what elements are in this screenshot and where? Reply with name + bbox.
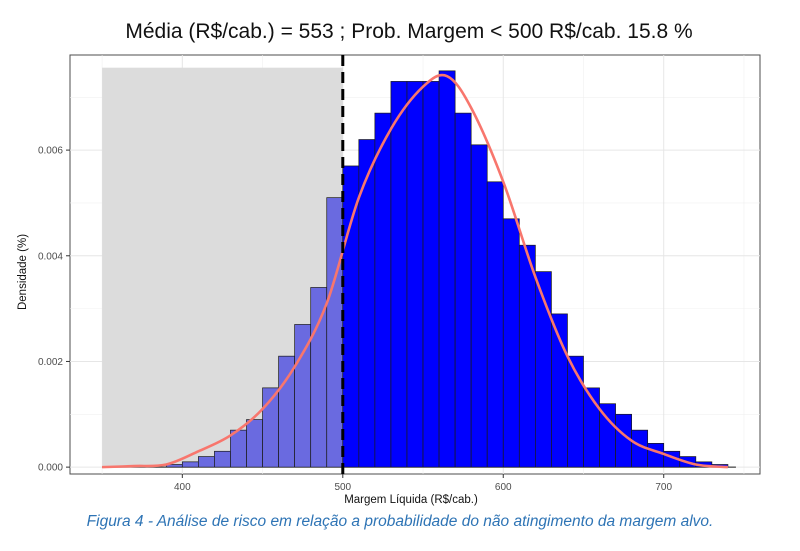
histogram-bar	[342, 165, 360, 468]
histogram-bar	[390, 81, 408, 468]
histogram-bar	[486, 181, 504, 468]
density-curve	[102, 73, 729, 469]
histogram-bar-below-threshold	[246, 419, 263, 468]
x-tick-label: 700	[655, 482, 672, 493]
histogram-bar-below-threshold	[310, 287, 328, 468]
histogram-bar	[470, 144, 488, 468]
chart-title: Média (R$/cab.) = 553 ; Prob. Margem < 5…	[125, 20, 692, 43]
histogram-bar	[406, 81, 424, 468]
histogram-bar	[647, 443, 665, 468]
y-tick-label: 0.000	[38, 463, 63, 474]
y-tick-label: 0.002	[38, 357, 63, 368]
x-axis-title: Margem Líquida (R$/cab.)	[344, 494, 478, 506]
histogram-bar	[374, 112, 392, 468]
figure-caption: Figura 4 - Análise de risco em relação a…	[86, 513, 714, 530]
histogram-bar	[422, 81, 440, 468]
histogram-bar-below-threshold	[214, 450, 231, 468]
x-tick-label: 500	[334, 482, 351, 493]
histogram-bar-below-threshold	[230, 429, 247, 468]
x-tick-label: 400	[174, 482, 191, 493]
histogram-bar-below-threshold	[198, 456, 215, 468]
histogram-bar-below-threshold	[326, 197, 344, 468]
y-tick-label: 0.004	[38, 251, 63, 262]
plot-area: 400 500 600 700 0.000 0.002 0.004 0.006	[38, 54, 761, 493]
histogram-bar	[518, 244, 536, 468]
histogram-chart: Média (R$/cab.) = 553 ; Prob. Margem < 5…	[17, 20, 761, 506]
histogram-bar	[615, 413, 632, 468]
histogram-bar-below-threshold	[181, 461, 199, 468]
y-axis-title: Densidade (%)	[17, 234, 29, 310]
histogram-bar	[502, 218, 520, 468]
histogram-bar	[438, 70, 456, 468]
x-tick-label: 600	[495, 482, 512, 493]
y-tick-label: 0.006	[38, 146, 63, 157]
histogram-bar	[454, 112, 472, 468]
